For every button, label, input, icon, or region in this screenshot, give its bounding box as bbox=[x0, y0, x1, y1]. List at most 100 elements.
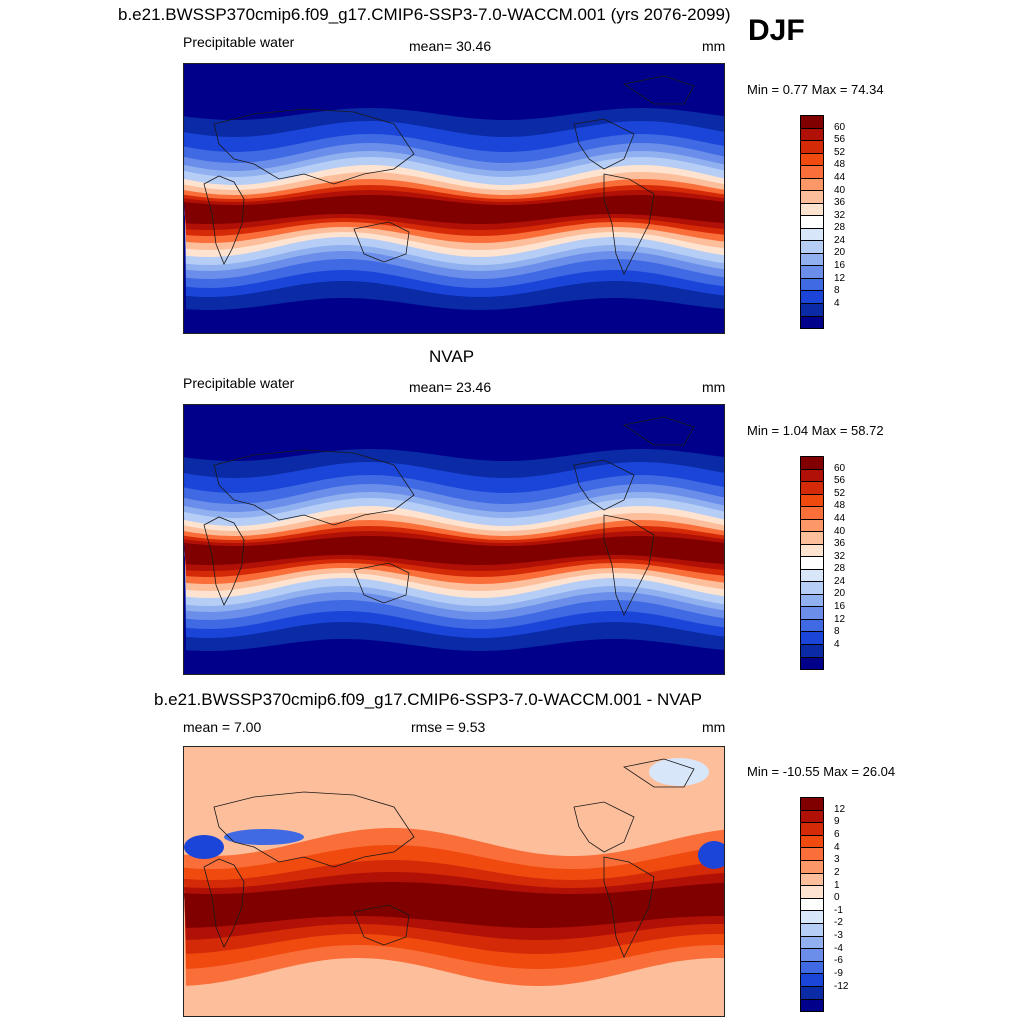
colorbar-swatch bbox=[801, 469, 823, 483]
colorbar-tick-label: 4 bbox=[834, 841, 840, 853]
colorbar-swatch bbox=[801, 582, 823, 595]
colorbar-swatch bbox=[801, 557, 823, 570]
colorbar-swatch bbox=[801, 482, 823, 495]
panel-title: b.e21.BWSSP370cmip6.f09_g17.CMIP6-SSP3-7… bbox=[154, 690, 703, 709]
colorbar-swatch bbox=[801, 923, 823, 937]
colorbar-swatch bbox=[801, 494, 823, 508]
colorbar-tick-label: 48 bbox=[834, 159, 846, 171]
colorbar-tick-label: -9 bbox=[834, 968, 843, 980]
colorbar-swatch bbox=[801, 203, 823, 217]
colorbar-swatch bbox=[801, 278, 823, 292]
colorbar-tick-label: 52 bbox=[834, 146, 846, 158]
colorbar-tick-label: 52 bbox=[834, 487, 846, 499]
colorbar-tick-label: 1 bbox=[834, 879, 840, 891]
map-plot bbox=[183, 404, 725, 675]
colorbar-tick-label: 4 bbox=[834, 297, 840, 309]
colorbar-swatch bbox=[801, 860, 823, 874]
rmse-value: rmse = 9.53 bbox=[411, 719, 486, 735]
units-label: mm bbox=[702, 38, 726, 54]
colorbar-swatch bbox=[801, 141, 823, 154]
colorbar-swatch bbox=[801, 961, 823, 975]
field-label: Precipitable water bbox=[183, 375, 295, 391]
colorbar-tick-label: 32 bbox=[834, 209, 846, 221]
colorbar-tick-label: 60 bbox=[834, 462, 846, 474]
min-max-text: Min = 1.04 Max = 58.72 bbox=[747, 423, 884, 438]
colorbar-tick-label: -4 bbox=[834, 942, 843, 954]
colorbar-swatch bbox=[801, 835, 823, 849]
colorbar-tick-label: 2 bbox=[834, 866, 840, 878]
colorbar-swatch bbox=[801, 291, 823, 304]
colorbar-swatch bbox=[801, 619, 823, 633]
colorbar-swatch bbox=[801, 116, 823, 129]
colorbar-tick-label: 28 bbox=[834, 563, 846, 575]
colorbar-tick-label: 24 bbox=[834, 234, 846, 246]
mean-value: mean= 30.46 bbox=[409, 38, 492, 54]
colorbar-tick-label: 16 bbox=[834, 601, 846, 613]
colorbar-tick-label: 12 bbox=[834, 803, 846, 815]
colorbar-tick-label: -3 bbox=[834, 930, 843, 942]
map-plot bbox=[183, 63, 725, 334]
colorbar-swatch bbox=[801, 632, 823, 645]
colorbar-tick-label: 8 bbox=[834, 626, 840, 638]
colorbar-tick-label: 12 bbox=[834, 613, 846, 625]
units-label: mm bbox=[702, 379, 726, 395]
colorbar-swatch bbox=[801, 178, 823, 192]
colorbar-tick-label: 36 bbox=[834, 197, 846, 209]
colorbar-tick-label: -2 bbox=[834, 917, 843, 929]
colorbar-tick-label: 36 bbox=[834, 538, 846, 550]
colorbar-swatch bbox=[801, 519, 823, 533]
colorbar-swatch bbox=[801, 594, 823, 608]
colorbar-swatch bbox=[801, 974, 823, 987]
colorbar-tick-label: 56 bbox=[834, 134, 846, 146]
colorbar-tick-label: 28 bbox=[834, 222, 846, 234]
colorbar-swatch bbox=[801, 303, 823, 317]
units-label: mm bbox=[702, 719, 726, 735]
colorbar-swatch bbox=[801, 644, 823, 658]
colorbar-swatch bbox=[801, 532, 823, 545]
colorbar-tick-label: 44 bbox=[834, 171, 846, 183]
plot-title: b.e21.BWSSP370cmip6.f09_g17.CMIP6-SSP3-7… bbox=[118, 5, 731, 24]
colorbar-swatch bbox=[801, 457, 823, 470]
colorbar-tick-label: 60 bbox=[834, 121, 846, 133]
colorbar-swatch bbox=[801, 228, 823, 242]
colorbar-tick-label: 40 bbox=[834, 525, 846, 537]
colorbar-swatch bbox=[801, 507, 823, 520]
colorbar-swatch bbox=[801, 607, 823, 620]
colorbar-tick-label: 12 bbox=[834, 272, 846, 284]
colorbar bbox=[800, 797, 824, 1012]
min-max-text: Min = -10.55 Max = 26.04 bbox=[747, 764, 896, 779]
colorbar-tick-label: 56 bbox=[834, 475, 846, 487]
colorbar-tick-label: 9 bbox=[834, 816, 840, 828]
colorbar bbox=[800, 456, 824, 670]
colorbar-tick-label: 48 bbox=[834, 500, 846, 512]
colorbar-tick-label: 40 bbox=[834, 184, 846, 196]
colorbar-swatch bbox=[801, 999, 823, 1012]
colorbar-tick-label: 44 bbox=[834, 512, 846, 524]
colorbar-tick-label: 24 bbox=[834, 575, 846, 587]
colorbar-swatch bbox=[801, 316, 823, 329]
panel-title: NVAP bbox=[429, 347, 475, 366]
colorbar-swatch bbox=[801, 191, 823, 204]
colorbar-tick-label: -6 bbox=[834, 955, 843, 967]
colorbar-swatch bbox=[801, 949, 823, 962]
mean-value: mean = 7.00 bbox=[183, 719, 262, 735]
colorbar-tick-label: 20 bbox=[834, 247, 846, 259]
colorbar-swatch bbox=[801, 798, 823, 811]
colorbar-tick-label: 20 bbox=[834, 588, 846, 600]
colorbar bbox=[800, 115, 824, 329]
colorbar-swatch bbox=[801, 166, 823, 179]
colorbar-swatch bbox=[801, 823, 823, 836]
colorbar-swatch bbox=[801, 544, 823, 558]
colorbar-swatch bbox=[801, 128, 823, 142]
colorbar-swatch bbox=[801, 986, 823, 1000]
colorbar-swatch bbox=[801, 216, 823, 229]
colorbar-swatch bbox=[801, 241, 823, 254]
colorbar-swatch bbox=[801, 153, 823, 167]
min-max-text: Min = 0.77 Max = 74.34 bbox=[747, 82, 884, 97]
colorbar-tick-label: 32 bbox=[834, 550, 846, 562]
colorbar-swatch bbox=[801, 911, 823, 924]
colorbar-swatch bbox=[801, 936, 823, 950]
colorbar-swatch bbox=[801, 810, 823, 824]
season-label: DJF bbox=[748, 14, 805, 47]
colorbar-swatch bbox=[801, 266, 823, 279]
